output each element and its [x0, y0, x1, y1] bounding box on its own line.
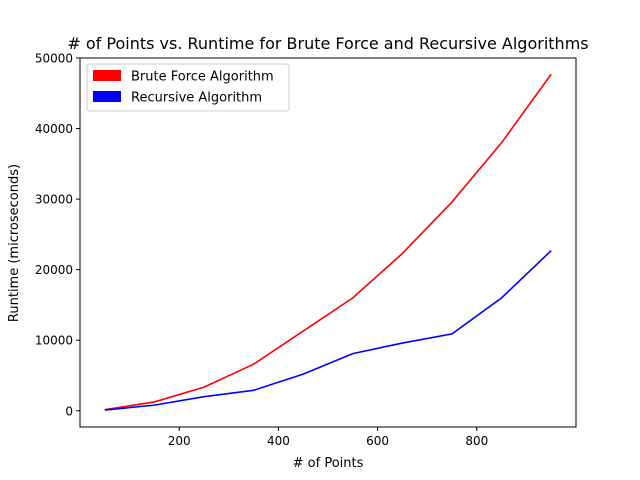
legend-label-2: Recursive Algorithm: [131, 91, 262, 106]
legend-label-1: Brute Force Algorithm: [131, 70, 274, 85]
x-tick-label: 400: [267, 434, 290, 448]
axes-frame: [79, 57, 577, 428]
legend: Brute Force Algorithm Recursive Algorithm: [86, 63, 290, 112]
y-tick-label: 30000: [35, 193, 73, 207]
x-tick-label: 800: [465, 434, 488, 448]
y-tick-label: 40000: [35, 122, 73, 136]
chart-title: # of Points vs. Runtime for Brute Force …: [67, 34, 588, 53]
y-tick-label: 0: [65, 404, 73, 418]
y-tick-label: 10000: [35, 334, 73, 348]
x-axis-label: # of Points: [293, 456, 364, 471]
x-tick-label: 600: [366, 434, 389, 448]
series-line-2: [104, 250, 552, 411]
legend-swatch-2: [93, 91, 121, 102]
legend-swatch-1: [93, 70, 121, 81]
series-line-1: [104, 73, 552, 411]
plot-area: 200 400 600 800 0 10000 20000 30000 40000 50000: [35, 52, 577, 448]
y-tick-label: 20000: [35, 263, 73, 277]
legend-box: [86, 63, 290, 112]
y-axis-label: Runtime (microseconds): [7, 164, 22, 322]
y-tick-label: 50000: [35, 52, 73, 66]
x-tick-label: 200: [168, 434, 191, 448]
